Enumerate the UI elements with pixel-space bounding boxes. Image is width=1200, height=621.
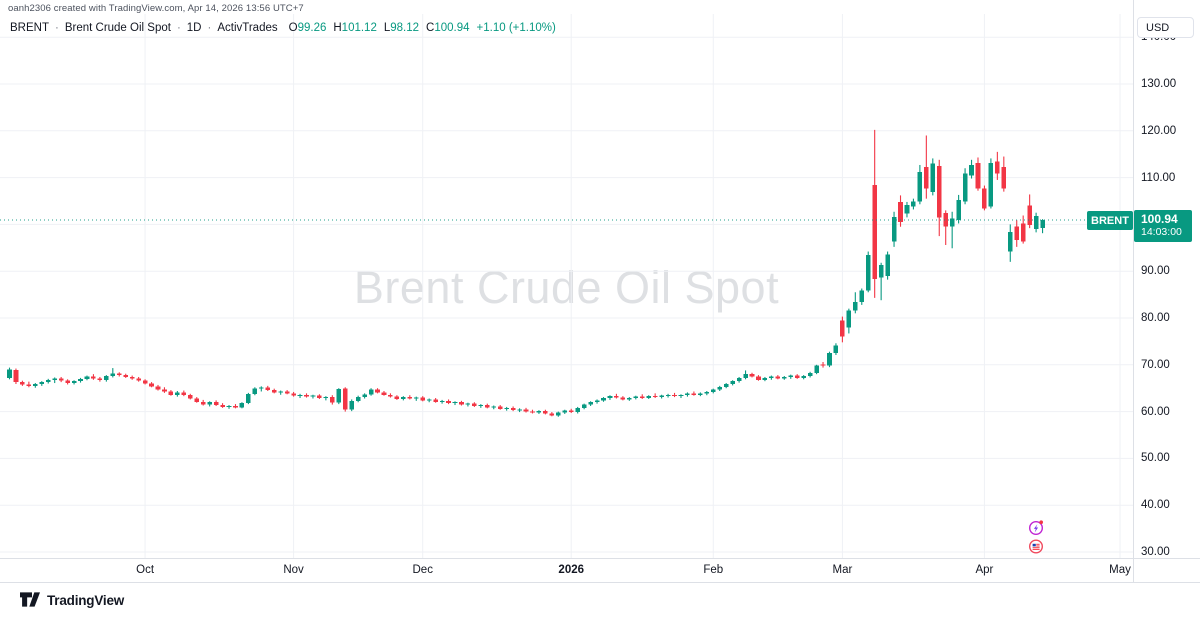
chart-legend[interactable]: BRENT · Brent Crude Oil Spot · 1D · Acti… xyxy=(10,22,556,34)
time-tick-label: Feb xyxy=(703,564,724,576)
price-axis-separator xyxy=(1133,0,1134,582)
last-price-value: 100.94 xyxy=(1141,212,1178,226)
legend-symbol[interactable]: BRENT xyxy=(10,22,49,34)
legend-ohlc-h: H101.12 xyxy=(333,22,377,34)
legend-ohlc-c: C100.94 xyxy=(426,22,470,34)
currency-unit-button[interactable]: USD xyxy=(1137,17,1194,38)
time-tick-label: Apr xyxy=(975,564,994,576)
legend-exchange: ActivTrades xyxy=(217,22,278,34)
price-tick-label: 120.00 xyxy=(1141,124,1177,137)
time-tick-label: Oct xyxy=(136,564,155,576)
price-tick-label: 30.00 xyxy=(1141,546,1170,558)
legend-description: Brent Crude Oil Spot xyxy=(64,22,171,34)
event-markers[interactable] xyxy=(1025,517,1047,561)
legend-separator: · xyxy=(176,22,181,34)
price-tick-label: 80.00 xyxy=(1141,312,1170,324)
price-tick-label: 70.00 xyxy=(1141,358,1170,371)
chart-watermark: Brent Crude Oil Spot xyxy=(353,262,780,313)
last-price-label: 100.94 14:03:00 xyxy=(1134,210,1192,242)
legend-change: +1.10 (+1.10%) xyxy=(476,22,556,34)
price-tick-label: 110.00 xyxy=(1141,171,1176,184)
time-tick-label: 2026 xyxy=(558,564,585,576)
price-tick-label: 40.00 xyxy=(1141,499,1170,512)
price-tick-label: 130.00 xyxy=(1141,78,1177,90)
attribution-text: oanh2306 created with TradingView.com, A… xyxy=(8,3,304,14)
price-axis[interactable]: 140.00130.00120.00110.00100.0090.0080.00… xyxy=(1134,0,1200,582)
time-tick-label: Mar xyxy=(832,564,853,576)
tradingview-branding[interactable]: TradingView xyxy=(20,592,124,608)
time-tick-label: May xyxy=(1109,564,1131,576)
legend-separator: · xyxy=(54,22,59,34)
time-axis[interactable]: Oct Nov Dec 2026 Feb Mar Apr May xyxy=(0,558,1200,583)
time-tick-label: Nov xyxy=(283,564,304,576)
legend-ohlc-o: O99.26 xyxy=(288,22,327,34)
price-tick-label: 50.00 xyxy=(1141,452,1170,465)
bar-countdown: 14:03:00 xyxy=(1141,226,1182,238)
legend-ohlc-values: O99.26 H101.12 L98.12 C100.94 xyxy=(289,22,470,34)
time-tick-label: Dec xyxy=(412,564,433,576)
legend-ohlc-l: L98.12 xyxy=(383,22,420,34)
legend-separator: · xyxy=(207,22,212,34)
us-flag-event-icon[interactable] xyxy=(1028,539,1044,554)
tradingview-logo-text: TradingView xyxy=(47,592,125,608)
tradingview-logo-icon xyxy=(20,592,40,607)
price-tick-label: 90.00 xyxy=(1141,265,1170,278)
legend-interval[interactable]: 1D xyxy=(186,22,202,34)
symbol-price-tag: BRENT xyxy=(1087,211,1133,230)
lightning-event-icon[interactable] xyxy=(1028,520,1044,536)
price-tick-label: 60.00 xyxy=(1141,405,1170,418)
